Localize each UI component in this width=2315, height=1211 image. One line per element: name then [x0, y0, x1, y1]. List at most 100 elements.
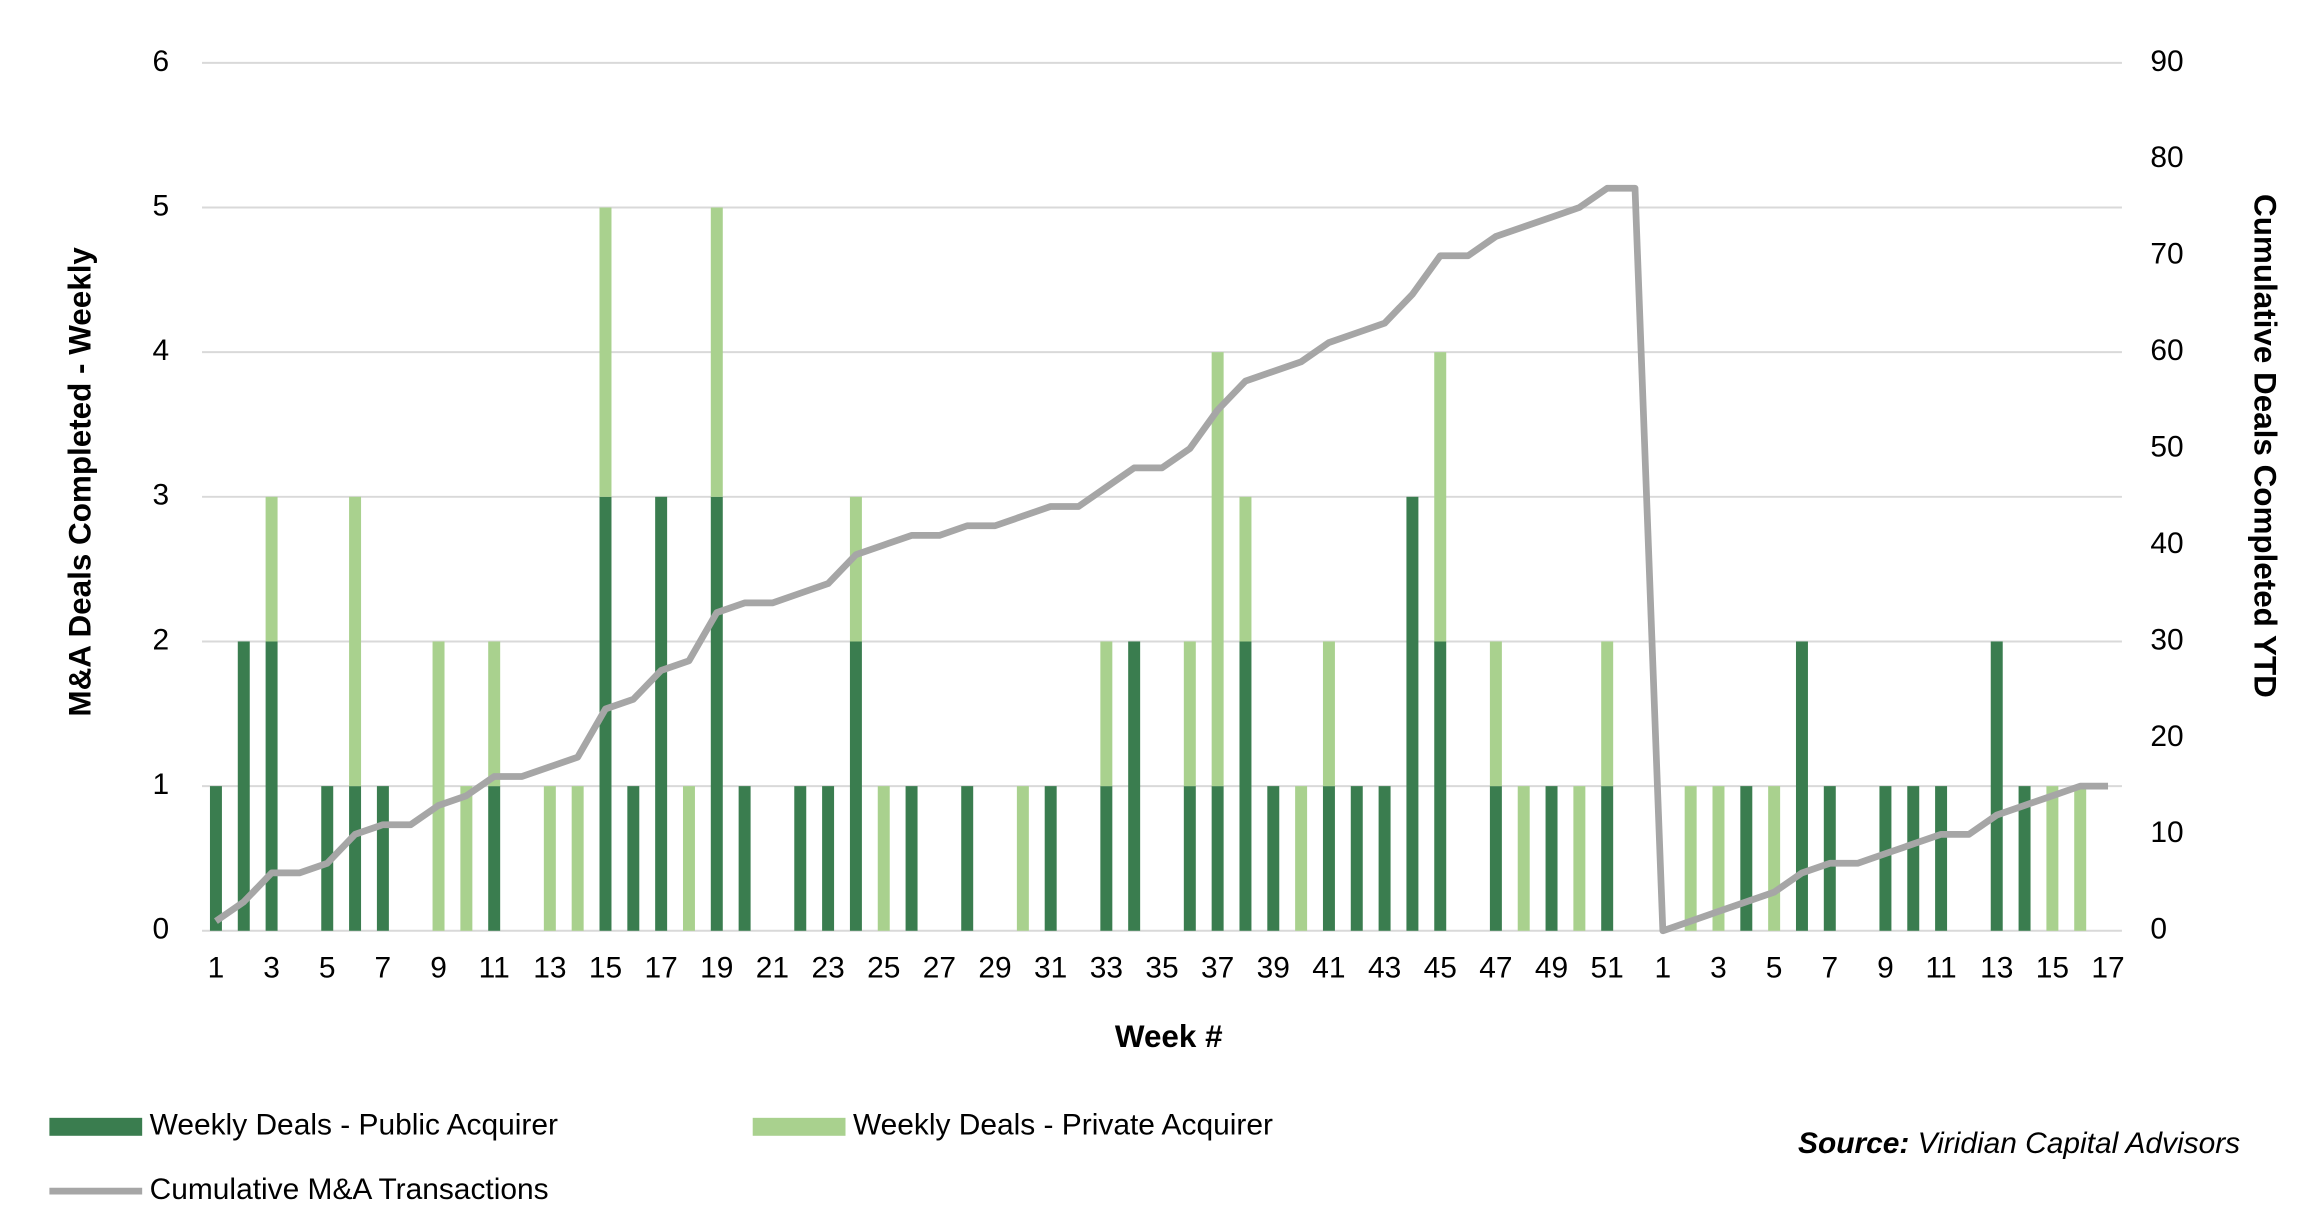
- x-tick-label: 5: [1766, 952, 1783, 985]
- x-tick-label: 29: [978, 952, 1011, 985]
- bar: [1044, 786, 1057, 931]
- x-tick-label: 39: [1257, 952, 1290, 985]
- legend-label: Weekly Deals - Public Acquirer: [150, 1109, 558, 1142]
- x-tick-label: 7: [375, 952, 392, 985]
- bar: [738, 786, 751, 931]
- bar: [349, 496, 362, 787]
- y2-tick-label: 40: [2150, 527, 2183, 560]
- y2-tick-label: 80: [2150, 141, 2183, 174]
- line: [214, 184, 2109, 935]
- bar: [599, 207, 612, 497]
- bar: [1907, 786, 1920, 931]
- bar: [571, 786, 584, 931]
- bar: [822, 786, 835, 931]
- y2-axis-title: Cumulative Deals Completed YTD: [2247, 194, 2282, 698]
- bar: [877, 786, 890, 931]
- bar: [1211, 786, 1224, 931]
- legend-label: Cumulative M&A Transactions: [150, 1173, 549, 1206]
- bar: [209, 786, 222, 931]
- bar: [627, 786, 640, 931]
- source: Source: Viridian Capital Advisors: [1798, 1127, 2240, 1160]
- x-tick-label: 19: [700, 952, 733, 985]
- bar: [1601, 786, 1614, 931]
- x-tick-label: 13: [1980, 952, 2013, 985]
- x-tick-label: 47: [1479, 952, 1512, 985]
- x-tick-label: 21: [756, 952, 789, 985]
- bar: [1239, 496, 1252, 642]
- x-tick-label: 15: [589, 952, 622, 985]
- bar: [1489, 786, 1502, 931]
- bar: [1489, 641, 1502, 787]
- x-tick-label: 11: [1926, 952, 1957, 985]
- x-tick-label: 13: [533, 952, 566, 985]
- bar: [1100, 641, 1113, 787]
- y-axis-title: M&A Deals Completed - Weekly: [63, 247, 98, 717]
- legend-label: Weekly Deals - Private Acquirer: [853, 1109, 1273, 1142]
- bar: [460, 786, 473, 931]
- bar: [1601, 641, 1614, 787]
- bar: [1295, 786, 1308, 931]
- x-tick-label: 5: [319, 952, 336, 985]
- bar: [1684, 786, 1697, 931]
- source-text: Viridian Capital Advisors: [1918, 1127, 2241, 1160]
- bar: [1740, 786, 1753, 931]
- x-tick-label: 7: [1821, 952, 1838, 985]
- x-tick-label: 15: [2036, 952, 2069, 985]
- y2-tick-label: 30: [2150, 623, 2183, 656]
- bar: [1434, 352, 1447, 642]
- x-tick-label: 49: [1535, 952, 1568, 985]
- x-tick-label: 25: [867, 952, 900, 985]
- y2-tick-label: 60: [2150, 334, 2183, 367]
- x-tick-label: 11: [479, 952, 510, 985]
- bar: [1573, 786, 1586, 931]
- bar: [2074, 786, 2087, 931]
- bar: [265, 496, 278, 642]
- bar: [1183, 641, 1196, 787]
- y-tick-label: 1: [152, 768, 169, 801]
- y2-tick-label: 0: [2150, 913, 2167, 946]
- y2-tick-label: 50: [2150, 431, 2183, 464]
- x-tick-label: 43: [1368, 952, 1401, 985]
- bar: [265, 641, 278, 931]
- bar: [1768, 786, 1781, 931]
- bar: [2046, 786, 2059, 931]
- x-tick-label: 9: [430, 952, 447, 985]
- bar: [1517, 786, 1530, 931]
- bar: [905, 786, 918, 931]
- y-tick-label: 5: [152, 189, 169, 222]
- y-tick-label: 0: [152, 913, 169, 946]
- bar: [849, 496, 862, 642]
- bar: [1545, 786, 1558, 931]
- legend-swatch: [49, 1117, 143, 1136]
- bar: [1100, 786, 1113, 931]
- y2-tick-label: 10: [2150, 816, 2183, 849]
- bar: [376, 786, 389, 931]
- bar: [237, 641, 250, 931]
- bar: [1016, 786, 1029, 931]
- x-tick-label: 1: [208, 952, 225, 985]
- y-tick-label: 6: [152, 45, 169, 78]
- bar: [961, 786, 974, 931]
- bar: [794, 786, 807, 931]
- bar: [1879, 786, 1892, 931]
- x-tick-label: 35: [1145, 952, 1178, 985]
- x-tick-label: 27: [923, 952, 956, 985]
- x-tick-label: 1: [1655, 952, 1672, 985]
- bar: [488, 786, 501, 931]
- bar: [432, 641, 445, 931]
- bar: [710, 207, 723, 497]
- bar: [1350, 786, 1363, 931]
- bar: [2018, 786, 2031, 931]
- bar: [543, 786, 556, 931]
- bar: [1712, 786, 1725, 931]
- bar: [1239, 641, 1252, 931]
- bar: [1990, 641, 2003, 931]
- bar: [710, 496, 723, 931]
- x-tick-label: 3: [263, 952, 280, 985]
- legend-swatch: [752, 1117, 846, 1136]
- bar: [1434, 641, 1447, 931]
- y2-tick-label: 90: [2150, 45, 2183, 78]
- bar: [1823, 786, 1836, 931]
- y2-tick-label: 20: [2150, 720, 2183, 753]
- bar: [1211, 352, 1224, 787]
